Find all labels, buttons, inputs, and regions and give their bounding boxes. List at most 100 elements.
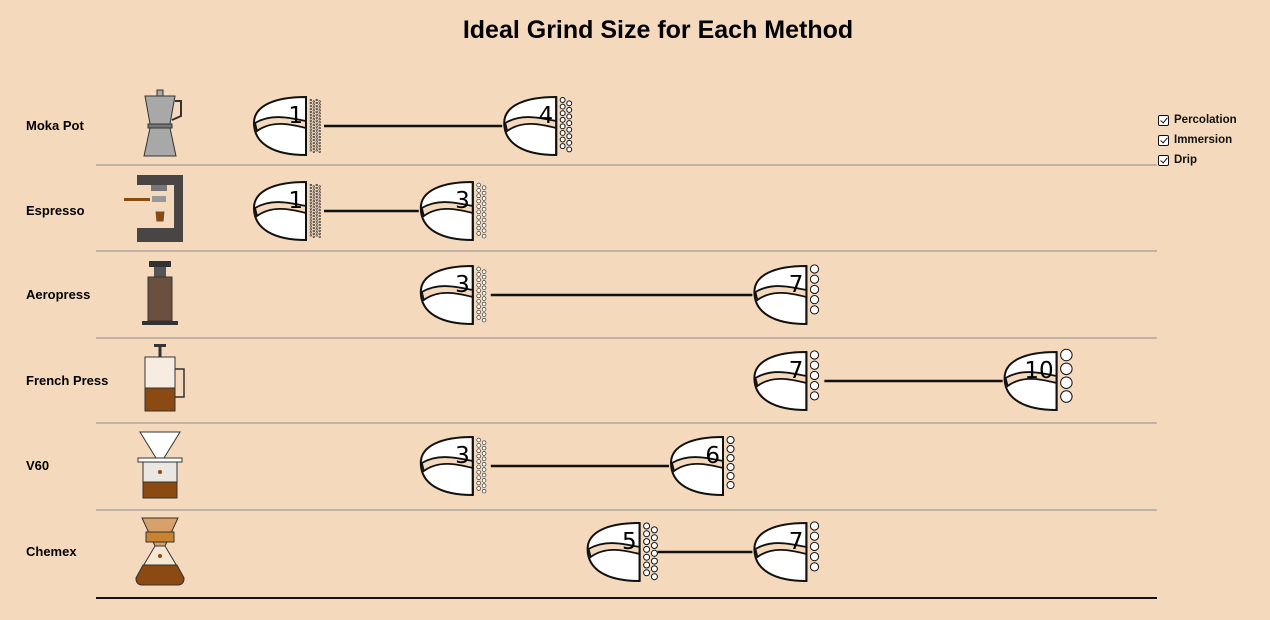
grind-particle	[312, 197, 315, 200]
grind-particle	[312, 144, 315, 147]
grind-particle	[312, 223, 315, 227]
grind-particle	[476, 272, 481, 277]
grind-particle	[309, 128, 312, 131]
grind-particle	[312, 206, 315, 209]
grind-particle	[559, 143, 566, 150]
grind-particle	[476, 437, 481, 443]
grind-particle	[315, 110, 318, 113]
grind-particle	[309, 198, 312, 201]
grind-particle	[309, 225, 312, 228]
grind-particle	[481, 201, 487, 207]
grind-particle	[559, 116, 566, 123]
grind-particle	[312, 115, 315, 118]
grind-particle	[481, 190, 487, 196]
grind-particle	[809, 284, 820, 295]
grind-particle	[650, 565, 658, 573]
grind-particle	[318, 185, 321, 188]
grind-value-label: 1	[288, 188, 303, 214]
checkbox-icon[interactable]	[1158, 154, 1169, 166]
grind-particle	[726, 453, 735, 463]
grind-particle	[650, 526, 658, 534]
grind-particle	[315, 219, 318, 222]
grind-particle	[476, 470, 481, 475]
method-label: Chemex	[26, 544, 77, 559]
grind-particle	[318, 229, 321, 232]
grind-particle	[309, 207, 312, 210]
grind-particle	[476, 486, 481, 491]
grind-particle	[481, 217, 487, 223]
bean-shape	[252, 180, 307, 242]
grind-particle	[481, 317, 487, 323]
grind-particle	[312, 214, 315, 218]
grind-particle	[476, 266, 481, 272]
grind-particle	[809, 521, 820, 531]
legend-item-drip[interactable]: Drip	[1158, 150, 1237, 170]
grind-particle	[809, 381, 820, 391]
grind-particle	[318, 115, 321, 118]
grind-particle	[650, 542, 658, 549]
grind-particle	[312, 203, 315, 206]
grind-particle	[481, 483, 487, 488]
grind-particle	[312, 147, 315, 150]
grind-particle	[312, 229, 315, 232]
grind-particle	[476, 475, 481, 480]
grind-particle	[309, 149, 312, 152]
bean-shape	[586, 521, 641, 583]
grind-particle	[481, 467, 487, 472]
grind-particle	[476, 480, 481, 486]
grind-particle	[476, 225, 481, 231]
grind-particle	[315, 198, 318, 201]
grind-particle	[476, 293, 481, 299]
grind-particle	[318, 203, 321, 206]
grind-value-label: 3	[455, 188, 470, 214]
grind-particle	[481, 456, 487, 462]
grind-particle	[476, 277, 481, 282]
grind-particle	[318, 206, 321, 209]
method-row: V60	[26, 431, 669, 499]
bean-shape	[753, 350, 808, 412]
grind-particle	[481, 301, 487, 307]
grind-particle	[481, 269, 487, 274]
grind-particle	[318, 103, 321, 106]
grind-particle	[312, 109, 315, 112]
chart-title: Ideal Grind Size for Each Method	[463, 16, 853, 44]
grind-particle	[476, 459, 481, 464]
grind-particle	[481, 478, 487, 483]
grind-particle	[315, 122, 318, 125]
legend-item-percolation[interactable]: Percolation	[1158, 110, 1237, 130]
checkbox-icon[interactable]	[1158, 134, 1169, 146]
grind-particle	[650, 557, 658, 565]
grind-particle	[476, 464, 481, 470]
grind-particle	[643, 538, 651, 546]
grind-particle	[315, 195, 318, 198]
grind-bean-4: 4	[503, 95, 573, 157]
grind-particle	[312, 232, 315, 235]
grind-particle	[312, 132, 315, 136]
grind-particle	[312, 118, 315, 121]
grind-particle	[315, 201, 318, 204]
grind-particle	[481, 307, 487, 312]
grind-particle	[312, 129, 315, 133]
grind-particle	[309, 125, 312, 128]
grind-particle	[312, 220, 315, 224]
grind-particle	[318, 200, 321, 203]
grind-particle	[309, 134, 312, 137]
grind-particle	[309, 143, 312, 146]
grind-particle	[481, 440, 487, 445]
grind-particle	[1060, 376, 1073, 389]
legend-item-immersion[interactable]: Immersion	[1158, 130, 1237, 150]
grind-particle	[309, 119, 312, 122]
checkbox-icon[interactable]	[1158, 114, 1169, 126]
legend-label: Percolation	[1174, 114, 1237, 126]
chemex-icon	[135, 517, 185, 586]
grind-particle	[476, 448, 481, 453]
grind-particle	[809, 370, 820, 381]
grind-particle	[318, 194, 321, 197]
grind-particle	[809, 274, 820, 284]
grind-particle	[312, 135, 315, 139]
grind-particle	[309, 116, 312, 119]
grind-particle	[309, 189, 312, 193]
grind-particle	[559, 103, 566, 110]
grind-particle	[312, 141, 315, 145]
